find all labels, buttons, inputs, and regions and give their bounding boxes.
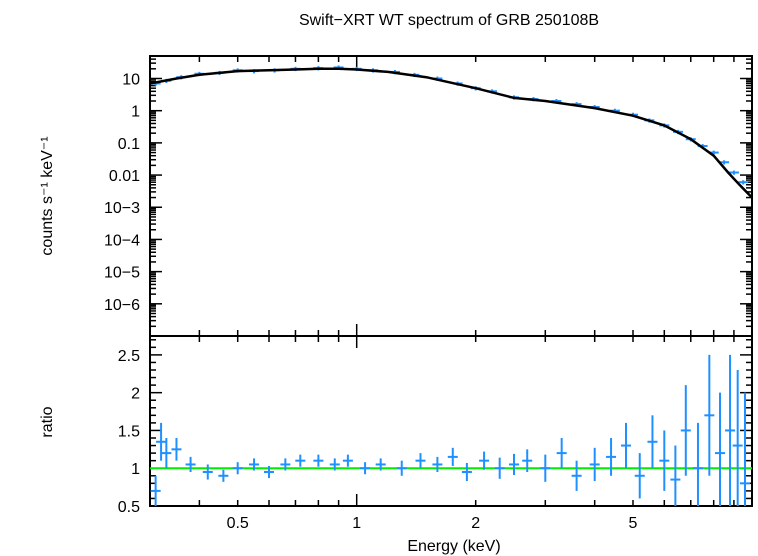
ratio-panel: 0.5 1 1.5 2 2.5 0.5 1 2 5 (118, 335, 753, 532)
ratio-y-tick-label: 2 (131, 386, 140, 403)
x-tick-label: 2 (471, 515, 480, 532)
ratio-data-layer (150, 354, 752, 506)
ratio-y-tick-label: 2.5 (118, 348, 140, 365)
chart-title: Swift−XRT WT spectrum of GRB 250108B (299, 12, 599, 29)
ratio-frame (149, 335, 753, 507)
x-tick-label: 1 (352, 515, 361, 532)
spectrum-y-axis-label: counts s⁻¹ keV⁻¹ (39, 136, 56, 255)
spectrum-y-tick-label: 10−5 (104, 265, 140, 282)
x-tick-label: 5 (629, 515, 638, 532)
ratio-y-tick-label: 0.5 (118, 499, 140, 516)
ratio-y-axis-label: ratio (39, 406, 56, 437)
ratio-y-tick-label: 1.5 (118, 423, 140, 440)
ratio-y-tick-label: 1 (131, 461, 140, 478)
spectrum-panel: 10 1 0.1 0.01 10−3 10−4 10−5 10−6 (104, 55, 753, 337)
spectrum-y-tick-label: 1 (131, 104, 140, 121)
spectrum-y-tick-label: 10−4 (104, 232, 140, 249)
spectrum-data-layer (150, 65, 752, 199)
spectrum-frame (149, 55, 753, 337)
model-curve (150, 67, 752, 199)
spectrum-y-tick-label: 10 (122, 71, 140, 88)
x-axis-label: Energy (keV) (407, 538, 500, 555)
x-tick-label: 0.5 (227, 515, 249, 532)
spectrum-y-tick-label: 10−6 (104, 297, 140, 314)
spectrum-y-tick-label: 10−3 (104, 200, 140, 217)
spectrum-y-tick-label: 0.01 (109, 168, 140, 185)
spectrum-y-tick-label: 0.1 (118, 136, 140, 153)
